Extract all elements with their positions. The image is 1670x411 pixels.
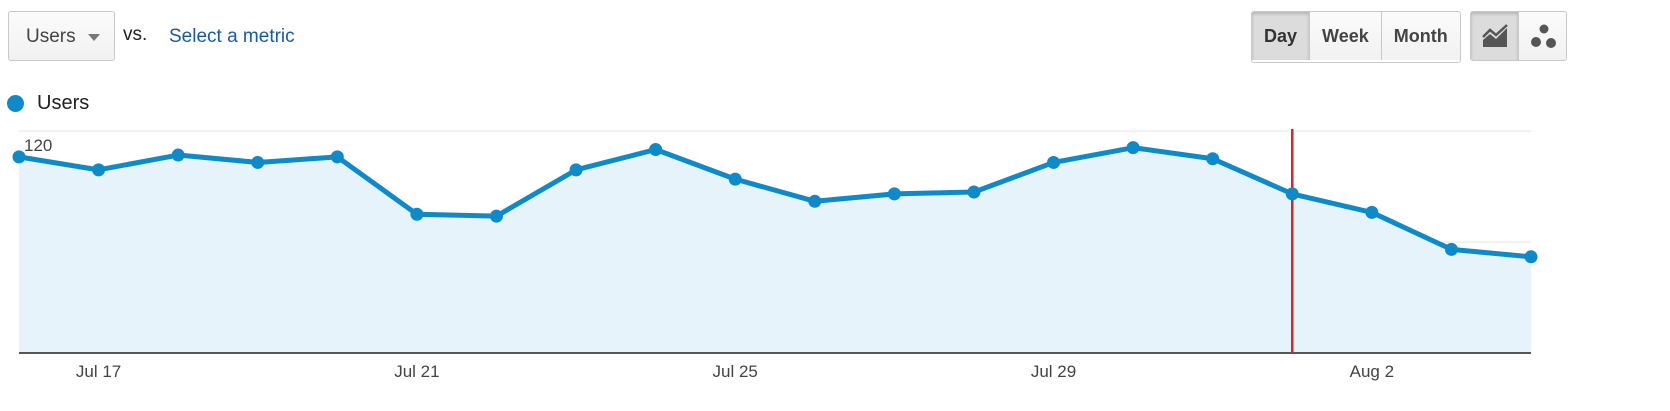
series-line [18, 145, 1532, 260]
chart-view-selector [1470, 11, 1567, 61]
data-point [569, 163, 583, 177]
data-point [251, 155, 265, 169]
x-tick-label: Aug 2 [1350, 362, 1394, 381]
data-point [1365, 205, 1379, 219]
chart-legend: Users [7, 90, 89, 116]
data-point [887, 187, 901, 201]
legend-swatch [7, 94, 24, 112]
data-point [92, 163, 106, 177]
dropdown-caret-icon [88, 34, 100, 41]
data-point [967, 185, 981, 199]
vs-label: vs. [123, 24, 148, 45]
series-area [19, 147, 1531, 353]
x-tick-label: Jul 21 [394, 362, 439, 381]
week-button[interactable]: Week [1310, 12, 1382, 60]
x-tick-label: Jul 29 [1031, 362, 1076, 381]
data-point [728, 172, 742, 186]
data-point [1126, 141, 1140, 155]
data-point [1206, 152, 1220, 166]
data-point [1285, 187, 1299, 201]
data-point [649, 143, 663, 156]
metric-dropdown-label: Users [26, 26, 76, 47]
line-chart-icon [1481, 24, 1508, 47]
line-chart-view-button[interactable] [1471, 12, 1519, 60]
period-selector: Day Week Month [1251, 11, 1461, 63]
data-point [808, 194, 822, 208]
x-tick-label: Jul 25 [713, 362, 758, 381]
data-point [12, 150, 26, 164]
data-point [1524, 250, 1538, 264]
data-point [330, 150, 344, 164]
x-tick-label: Jul 17 [76, 362, 121, 381]
motion-chart-icon [1530, 24, 1556, 48]
legend-label: Users [37, 91, 90, 114]
data-point [171, 148, 185, 162]
metric-dropdown[interactable]: Users [8, 11, 115, 61]
motion-chart-view-button[interactable] [1519, 12, 1566, 60]
month-button[interactable]: Month [1381, 12, 1460, 60]
data-point [1444, 242, 1458, 256]
data-point [1047, 155, 1061, 169]
chart-toolbar: Users vs. Select a metric Day Week Month [0, 0, 1670, 80]
day-button[interactable]: Day [1252, 12, 1311, 60]
data-point [410, 207, 424, 221]
y-tick-label: 120 [24, 136, 52, 155]
select-metric-link[interactable]: Select a metric [169, 26, 295, 47]
data-point [489, 209, 503, 223]
